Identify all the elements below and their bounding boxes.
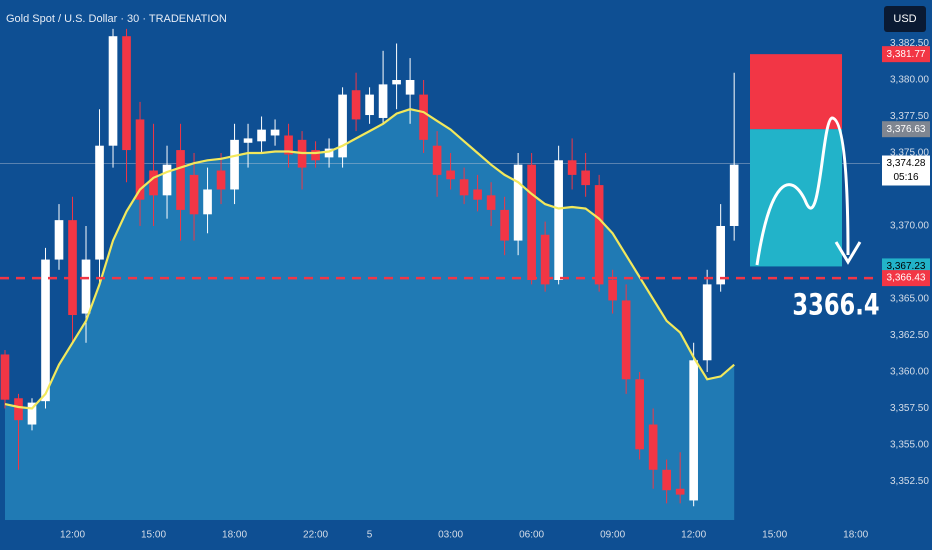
indicator-area xyxy=(5,109,735,520)
candle-body xyxy=(270,129,280,136)
candle-body xyxy=(203,189,212,215)
x-tick-label: 12:00 xyxy=(60,530,85,541)
candle-body xyxy=(0,354,10,400)
candle-body xyxy=(486,195,496,210)
candle-body xyxy=(54,220,64,260)
candle-body xyxy=(378,84,388,118)
y-tick-label: 3,355.00 xyxy=(890,440,929,451)
moving-average-line xyxy=(4,108,735,410)
candle-body xyxy=(648,424,658,470)
y-tick-label: 3,380.00 xyxy=(890,75,929,86)
y-tick-label: 3,382.50 xyxy=(890,38,929,49)
candle-body xyxy=(230,139,239,190)
candle-body xyxy=(527,164,536,280)
candle-body xyxy=(689,360,698,501)
x-tick-label: 06:00 xyxy=(519,530,544,541)
candle-body xyxy=(284,135,293,155)
candle-body xyxy=(324,148,334,158)
price-tag-label: 3,366.43 xyxy=(887,273,926,284)
chart-title: Gold Spot / U.S. Dollar · 30 · TRADENATI… xyxy=(6,13,227,25)
price-tag-label: 3,376.63 xyxy=(887,124,926,135)
y-tick-label: 3,352.50 xyxy=(890,476,929,487)
candle-body xyxy=(149,170,158,196)
candle-body xyxy=(608,280,617,301)
x-tick-label: 15:00 xyxy=(141,530,166,541)
candle-body xyxy=(392,80,401,85)
arrow-head xyxy=(834,241,862,265)
candle-body xyxy=(405,80,415,95)
x-tick-label: 15:00 xyxy=(762,530,787,541)
currency-button[interactable] xyxy=(884,6,926,32)
price-tag xyxy=(882,155,930,186)
candle-body xyxy=(122,36,131,151)
candle-body xyxy=(635,379,644,450)
price-tag xyxy=(882,46,930,63)
candle-body xyxy=(581,170,590,186)
candle-body xyxy=(567,160,577,175)
candle-body xyxy=(594,185,604,285)
candle-body xyxy=(135,119,145,200)
x-tick-label: 5 xyxy=(367,530,373,541)
candle-body xyxy=(41,259,50,402)
candle-body xyxy=(257,129,266,142)
price-tag-countdown: 05:16 xyxy=(893,172,918,183)
price-tag-label: 3,374.28 xyxy=(887,158,926,169)
price-tag-label: 3,367.23 xyxy=(887,261,926,272)
candle-body xyxy=(68,220,77,316)
stop-zone xyxy=(750,54,842,130)
candle-body xyxy=(311,150,320,161)
y-tick-label: 3,365.00 xyxy=(890,294,929,305)
candle-body xyxy=(473,189,482,200)
candle-body xyxy=(702,284,712,361)
candle-body xyxy=(27,402,37,425)
x-tick-label: 09:00 xyxy=(600,530,625,541)
candle-body xyxy=(365,94,374,116)
candle-body xyxy=(446,170,455,180)
y-tick-label: 3,375.00 xyxy=(890,148,929,159)
y-tick-label: 3,357.50 xyxy=(890,403,929,414)
y-tick-label: 3,370.00 xyxy=(890,221,929,232)
candle-body xyxy=(513,164,523,241)
candle-body xyxy=(162,164,172,196)
annotation: 3366.4 xyxy=(792,289,879,322)
x-tick-label: 03:00 xyxy=(438,530,463,541)
candle-body xyxy=(621,300,631,380)
candle-body xyxy=(338,94,347,158)
candle-body xyxy=(729,164,739,226)
candle-body xyxy=(432,145,442,175)
candle-body xyxy=(189,174,199,215)
candle-body xyxy=(81,259,91,314)
price-tag xyxy=(882,121,930,138)
candle-body xyxy=(419,94,428,140)
x-tick-label: 18:00 xyxy=(222,530,247,541)
candle-body xyxy=(14,398,23,421)
candle-body xyxy=(540,234,550,285)
candle-body xyxy=(176,150,185,210)
price-tag-label: 3,381.77 xyxy=(887,49,926,60)
y-tick-label: 3,362.50 xyxy=(890,330,929,341)
x-tick-label: 12:00 xyxy=(681,530,706,541)
y-tick-label: 3,360.00 xyxy=(890,367,929,378)
plot-area xyxy=(0,28,880,520)
price-tag xyxy=(882,270,930,287)
x-tick-label: 18:00 xyxy=(843,530,868,541)
candle-body xyxy=(662,469,671,491)
candle-body xyxy=(675,488,685,495)
candle-body xyxy=(108,36,118,146)
x-tick-label: 22:00 xyxy=(303,530,328,541)
candle-body xyxy=(243,138,253,143)
candle-body xyxy=(216,170,226,190)
candle-body xyxy=(500,209,509,241)
candle-body xyxy=(459,179,469,196)
candle-body xyxy=(716,225,725,285)
candle-body xyxy=(554,160,563,280)
candle-body xyxy=(95,145,104,260)
y-tick-label: 3,377.50 xyxy=(890,111,929,122)
arrow-curve xyxy=(755,116,850,266)
candle-body xyxy=(351,90,361,120)
target-zone xyxy=(750,129,842,267)
currency-label[interactable]: USD xyxy=(893,13,916,25)
